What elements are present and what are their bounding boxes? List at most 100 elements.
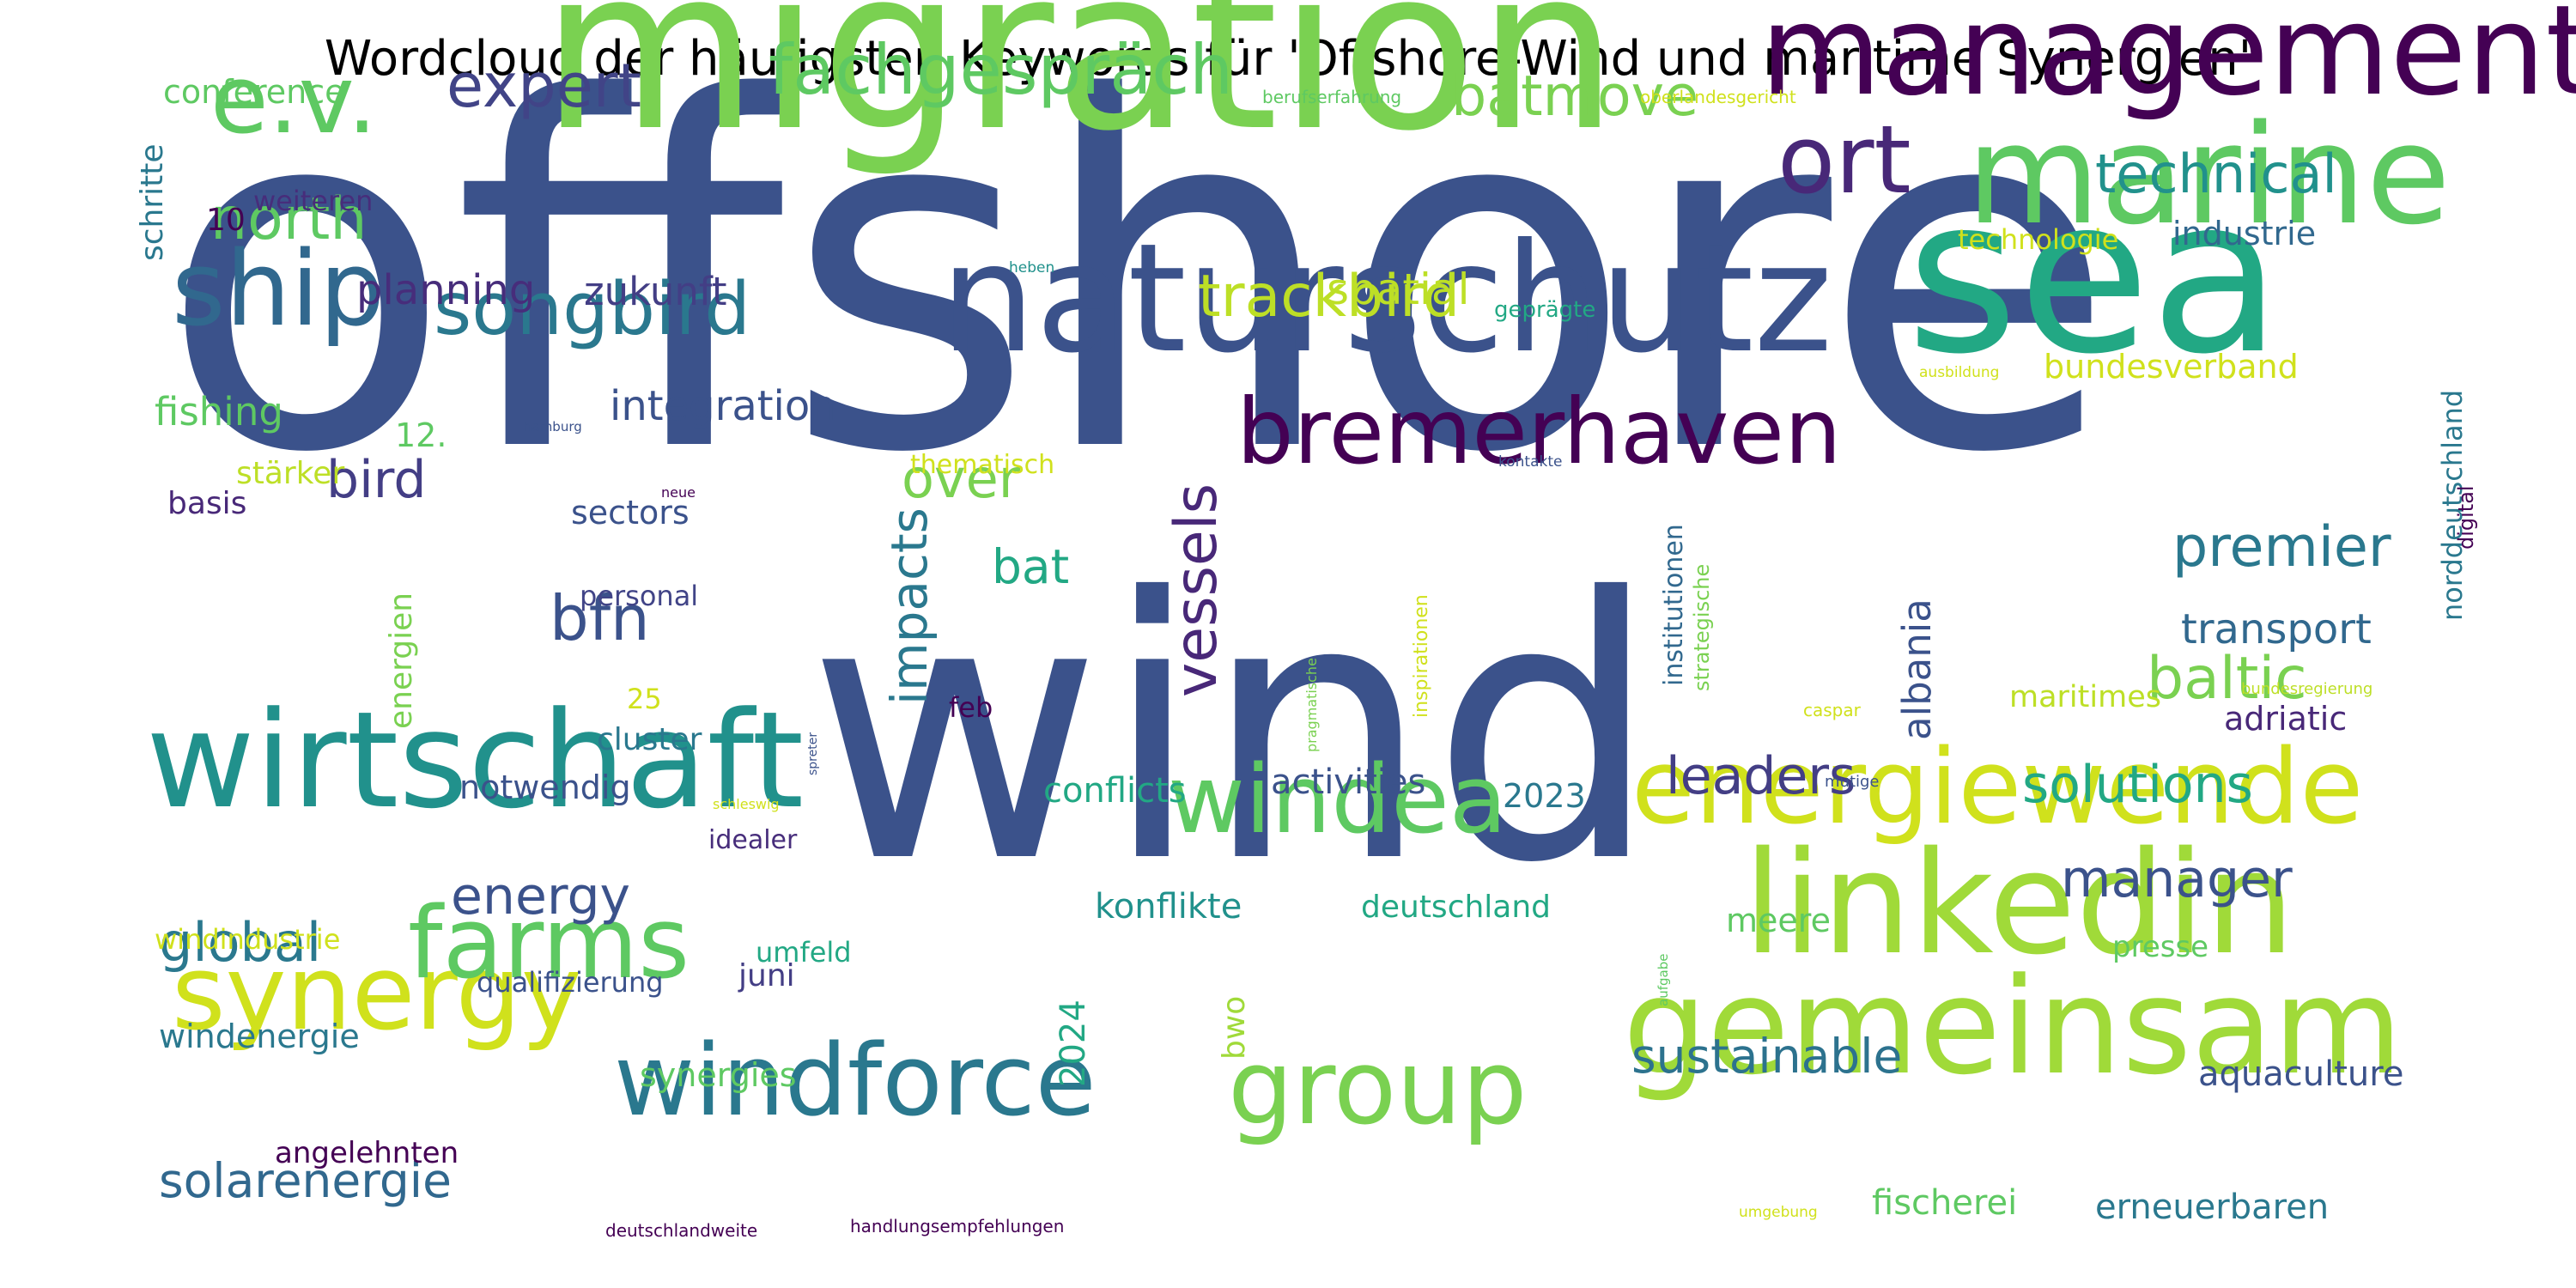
word-presse: presse [2112,930,2209,964]
word-wirtschaft: wirtschaft [146,683,805,838]
word-aquaculture: aquaculture [2198,1054,2404,1094]
word-neue: neue [661,484,696,501]
word-migration: migration [541,0,1619,180]
word-weiteren: weiteren [253,185,374,217]
word-manager: manager [2061,849,2293,909]
word-wind: wind [807,522,1660,942]
word-sectors: sectors [571,494,690,532]
word-activities: activities [1271,762,1426,802]
word-integration: integration [610,382,836,430]
word-hamburg: hamburg [524,419,582,434]
word-windforce: windforce [614,1024,1097,1139]
word-energy: energy [451,866,631,927]
word-erneuerbaren: erneuerbaren [2095,1188,2330,1227]
word-farms: farms [408,886,690,1001]
word-feb: feb [949,691,993,724]
word-spatial: spatial [1327,264,1470,314]
word-2023: 2023 [1503,777,1586,815]
word-thematisch: thematisch [910,450,1055,480]
word-spreter: spreter [806,732,820,775]
word-conference: conference [163,73,345,111]
word-gemeinsam: gemeinsam [1623,949,2403,1104]
word-oberlandesgericht: oberlandesgericht [1640,87,1796,107]
word-kontakte: kontakte [1498,453,1563,471]
word-cluster: cluster [597,722,702,757]
word-marine: marine [1966,94,2451,255]
word-institutionen: institutionen [1659,524,1689,686]
word-idealer: idealer [708,825,798,855]
word-bat: bat [992,539,1070,594]
word-schritte: schritte [135,143,170,261]
word-albania: albania [1894,598,1940,740]
word-global: global [159,911,322,974]
word-berufserfahrung: berufserfahrung [1262,87,1402,107]
word-bundesregierung: bundesregierung [2241,680,2373,698]
word-2024: 2024 [1054,999,1093,1087]
word-10: 10 [206,203,246,238]
word-caspar: caspar [1803,700,1861,720]
word-naturschutz: naturschutz [940,212,1833,386]
word-management: management [1760,0,2576,124]
word-baltic: baltic [2147,645,2307,713]
word-handlungsempfehlungen: handlungsempfehlungen [850,1216,1065,1236]
word-windea: windea [1168,744,1508,854]
word-umgebung: umgebung [1739,1204,1818,1221]
word-batmove: batmove [1451,64,1699,129]
word-mutige: mutige [1825,773,1880,791]
word-solutions: solutions [2022,755,2253,815]
word-maritimes: maritimes [2009,680,2161,714]
word-aufgabe: aufgabe [1656,953,1671,1006]
word-schleswig: schleswig [713,796,780,812]
word-12-: 12. [395,416,447,454]
word-north: north [210,185,368,253]
word-deutschland: deutschland [1361,890,1552,925]
word-strategische: strategische [1690,563,1714,691]
word-bundesverband: bundesverband [2044,348,2299,386]
word-planning: planning [356,266,536,314]
word-pragmatische: pragmatische [1303,658,1320,752]
word-technical: technical [2095,143,2337,205]
word-windindustrie: windindustrie [155,923,341,956]
word-technologie: technologie [1958,223,2119,256]
word-angelehnten: angelehnten [275,1136,459,1170]
word-personal: personal [580,580,699,612]
word-linkedin: linkedin [1743,821,2295,986]
word-sea: sea [1906,151,2282,401]
word-vessels: vessels [1163,483,1230,697]
word-deutschlandweite: deutschlandweite [605,1220,758,1241]
word-premier: premier [2172,515,2391,580]
word-expert: expert [447,51,641,121]
word-over: over [902,447,1021,510]
word-ship: ship [172,230,386,349]
word-adriatic: adriatic [2224,700,2348,738]
word-songbird: songbird [434,267,751,352]
word-group: group [1228,1029,1528,1148]
word-offshore: offshore [159,0,2117,558]
word-25: 25 [627,683,662,715]
word-heben: heben [1009,259,1055,276]
word-konflikte: konflikte [1095,887,1242,927]
word-fishing: fishing [155,389,283,434]
word-ort: ort [1777,105,1911,215]
word-energien: energien [384,592,419,729]
word-digital: digital [2454,485,2478,550]
word-windenergie: windenergie [159,1018,360,1055]
word-transport: transport [2181,605,2372,653]
word-leaders: leaders [1666,746,1856,806]
word-synergies: synergies [640,1056,797,1094]
word-e-v-: e.v. [210,45,378,155]
word-trackbird: trackbird [1198,263,1461,331]
word-zukunft: zukunft [584,269,727,314]
word-ausbildung: ausbildung [1919,364,2000,381]
word-synergy: synergy [172,934,582,1054]
word-notwendig: notwendig [459,769,631,806]
word-inspirationen: inspirationen [1411,594,1432,718]
word-fachgespräch: fachgespräch [769,30,1233,110]
word-fischerei: fischerei [1872,1183,2018,1223]
word-conflicts: conflicts [1043,771,1187,811]
word-solarenergie: solarenergie [159,1153,452,1208]
word-basis: basis [167,486,247,521]
word-bfn: bfn [550,582,650,654]
word-meere: meere [1726,902,1831,939]
